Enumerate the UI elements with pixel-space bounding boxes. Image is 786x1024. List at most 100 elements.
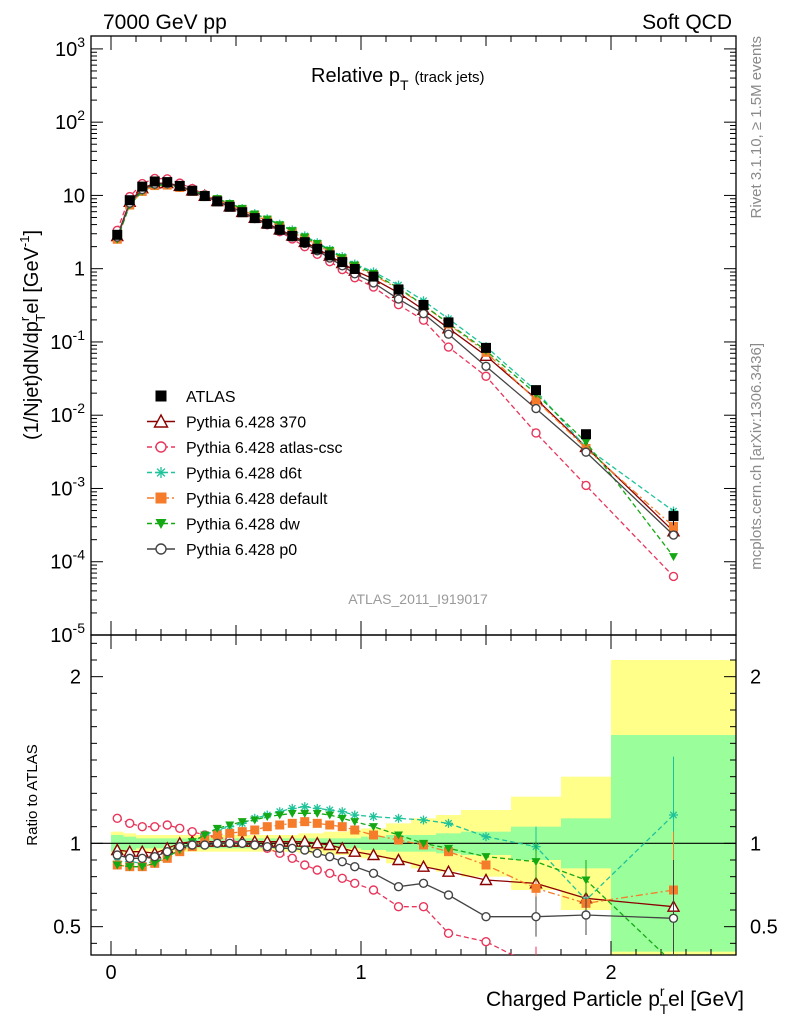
data-point	[669, 960, 678, 968]
data-point	[155, 390, 167, 402]
data-point	[444, 844, 453, 853]
legend-label: Pythia 6.428 default	[186, 491, 328, 508]
header-group: Soft QCD	[642, 11, 732, 34]
legend-label: ATLAS	[186, 389, 236, 406]
data-point	[287, 809, 297, 818]
data-point	[250, 825, 260, 835]
y-tick-label: 102	[55, 107, 85, 134]
series-line	[117, 817, 515, 955]
data-point	[581, 438, 591, 447]
data-point	[312, 818, 322, 828]
data-point	[443, 890, 454, 900]
series-line	[117, 812, 666, 955]
data-point	[175, 823, 185, 834]
data-point	[481, 371, 491, 381]
data-point	[262, 813, 272, 822]
data-point	[323, 838, 337, 851]
data-point	[531, 858, 541, 867]
data-point	[531, 385, 541, 396]
ratio-plot-frame	[90, 634, 737, 956]
data-point	[481, 342, 491, 353]
data-point	[479, 873, 493, 886]
legend-entry-pythia-6-428-370: Pythia 6.428 370	[147, 413, 306, 432]
data-point	[369, 823, 378, 832]
data-point	[443, 329, 454, 339]
data-point	[368, 885, 379, 895]
data-point	[393, 901, 404, 912]
legend-entry-pythia-6-428-atlas-csc: Pythia 6.428 atlas-csc	[147, 440, 343, 457]
data-point	[366, 848, 381, 861]
series-line	[117, 842, 674, 919]
data-point	[418, 901, 429, 912]
data-point	[275, 811, 285, 820]
data-point	[325, 811, 335, 820]
data-point	[325, 868, 335, 879]
data-point	[350, 878, 360, 889]
data-point	[394, 835, 403, 845]
data-point	[162, 846, 172, 857]
data-point	[418, 878, 429, 889]
data-point	[175, 841, 185, 852]
data-point	[212, 824, 222, 833]
data-point	[275, 820, 285, 830]
data-point	[150, 821, 160, 832]
legend-entry-pythia-6-428-dw: Pythia 6.428 dw	[147, 517, 300, 534]
y-tick-label: 10	[63, 185, 85, 207]
data-point	[125, 818, 135, 829]
legend-entry-atlas: ATLAS	[155, 389, 236, 406]
legend-label: Pythia 6.428 d6t	[186, 466, 302, 483]
ratio-tick-label: 2	[70, 667, 81, 689]
data-point	[581, 910, 591, 920]
data-point	[287, 230, 298, 241]
ratio-y-axis-label: Ratio to ATLAS	[24, 744, 41, 845]
data-point	[162, 177, 173, 188]
data-point	[155, 441, 167, 453]
data-point	[112, 861, 122, 870]
series-line	[117, 821, 674, 904]
data-point	[531, 403, 541, 414]
data-point	[299, 237, 310, 248]
legend-label: Pythia 6.428 370	[186, 415, 306, 432]
data-point	[350, 861, 360, 872]
legend-entry-pythia-6-428-p0: Pythia 6.428 p0	[147, 542, 297, 559]
x-axis: 0 1 2	[105, 36, 737, 984]
data-point	[310, 836, 324, 849]
data-point	[137, 853, 147, 864]
data-point	[394, 831, 403, 840]
data-point	[419, 839, 428, 848]
data-point	[300, 817, 310, 827]
x-tick-label: 1	[355, 962, 366, 984]
data-point	[200, 831, 210, 840]
data-point	[337, 822, 347, 832]
data-point	[125, 853, 135, 864]
data-point	[150, 859, 160, 868]
data-point	[441, 864, 456, 877]
data-point	[669, 553, 678, 562]
data-point	[155, 492, 167, 504]
data-point	[312, 243, 323, 254]
data-point	[153, 413, 169, 428]
data-point	[287, 853, 297, 864]
data-point	[668, 530, 679, 540]
data-point	[225, 821, 235, 830]
data-point	[200, 835, 210, 845]
y-tick-label: 10-2	[50, 400, 85, 427]
data-point	[394, 813, 403, 823]
data-point	[369, 830, 378, 840]
data-point	[187, 826, 197, 837]
data-point	[481, 936, 491, 947]
series-line	[116, 177, 674, 577]
data-point	[668, 571, 679, 582]
data-point	[325, 851, 335, 862]
data-point	[393, 284, 404, 295]
data-point	[150, 851, 160, 862]
data-point	[337, 257, 348, 268]
data-point	[274, 224, 285, 235]
y-tick-label: 10-3	[50, 473, 85, 500]
ratio-tick-label-right: 1	[750, 833, 761, 855]
data-point	[312, 809, 322, 818]
data-point	[582, 973, 590, 981]
data-point	[250, 816, 260, 825]
rivet-label: Rivet 3.1.10, ≥ 1.5M events	[748, 36, 765, 219]
